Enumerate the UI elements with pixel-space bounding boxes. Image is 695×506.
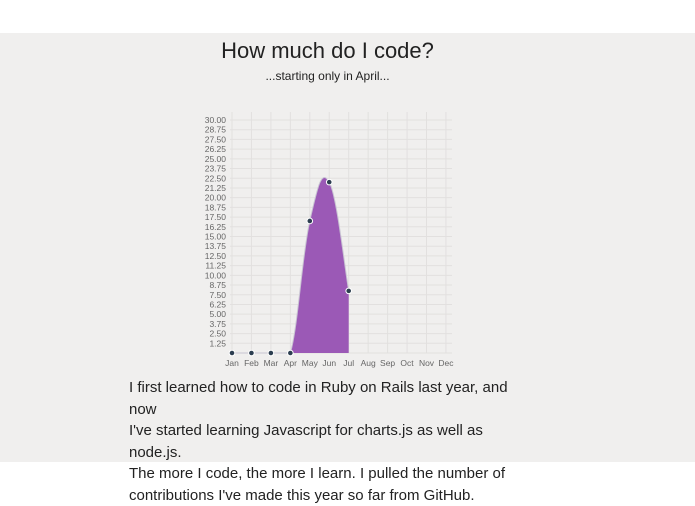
y-tick-label: 8.75 bbox=[209, 280, 226, 290]
y-tick-label: 25.00 bbox=[205, 154, 227, 164]
y-tick-label: 11.25 bbox=[205, 261, 226, 271]
y-tick-label: 13.75 bbox=[205, 241, 227, 251]
y-tick-label: 20.00 bbox=[205, 193, 227, 203]
y-tick-label: 17.50 bbox=[205, 212, 227, 222]
y-tick-label: 16.25 bbox=[205, 222, 227, 232]
x-tick-label: Jan bbox=[225, 358, 239, 368]
x-tick-label: Jun bbox=[322, 358, 336, 368]
paragraph-line: The more I code, the more I learn. I pul… bbox=[129, 463, 529, 485]
x-tick-label: Aug bbox=[361, 358, 376, 368]
y-tick-label: 3.75 bbox=[209, 319, 226, 329]
y-tick-label: 27.50 bbox=[205, 134, 227, 144]
y-tick-label: 30.00 bbox=[205, 115, 227, 125]
y-tick-label: 15.00 bbox=[205, 232, 227, 242]
y-tick-label: 2.50 bbox=[209, 329, 226, 339]
x-tick-label: Feb bbox=[244, 358, 259, 368]
data-point[interactable] bbox=[249, 350, 255, 356]
y-tick-label: 1.25 bbox=[209, 338, 226, 348]
description-paragraph: I first learned how to code in Ruby on R… bbox=[129, 377, 529, 506]
data-point[interactable] bbox=[268, 350, 274, 356]
x-tick-label: Oct bbox=[400, 358, 414, 368]
y-tick-label: 22.50 bbox=[205, 173, 227, 183]
x-tick-label: Sep bbox=[380, 358, 395, 368]
y-tick-label: 23.75 bbox=[205, 164, 227, 174]
paragraph-line: contributions I've made this year so far… bbox=[129, 485, 529, 506]
x-tick-label: Apr bbox=[284, 358, 297, 368]
y-tick-label: 10.00 bbox=[205, 270, 227, 280]
y-tick-label: 12.50 bbox=[205, 251, 227, 261]
y-tick-label: 6.25 bbox=[209, 299, 226, 309]
data-point[interactable] bbox=[307, 218, 313, 224]
y-axis-ticks: 1.252.503.755.006.257.508.7510.0011.2512… bbox=[205, 115, 227, 348]
y-tick-label: 18.75 bbox=[205, 202, 227, 212]
data-point[interactable] bbox=[326, 179, 332, 185]
paragraph-line: I first learned how to code in Ruby on R… bbox=[129, 377, 529, 420]
data-point[interactable] bbox=[288, 350, 294, 356]
x-tick-label: Jul bbox=[343, 358, 354, 368]
x-tick-label: Dec bbox=[438, 358, 454, 368]
x-tick-label: Nov bbox=[419, 358, 435, 368]
data-point[interactable] bbox=[346, 288, 352, 294]
x-tick-label: May bbox=[302, 358, 319, 368]
y-tick-label: 5.00 bbox=[209, 309, 226, 319]
y-tick-label: 26.25 bbox=[205, 144, 227, 154]
data-point[interactable] bbox=[229, 350, 235, 356]
y-tick-label: 21.25 bbox=[205, 183, 227, 193]
paragraph-line: I've started learning Javascript for cha… bbox=[129, 420, 529, 463]
y-tick-label: 7.50 bbox=[209, 290, 226, 300]
y-tick-label: 28.75 bbox=[205, 125, 227, 135]
x-tick-label: Mar bbox=[264, 358, 279, 368]
